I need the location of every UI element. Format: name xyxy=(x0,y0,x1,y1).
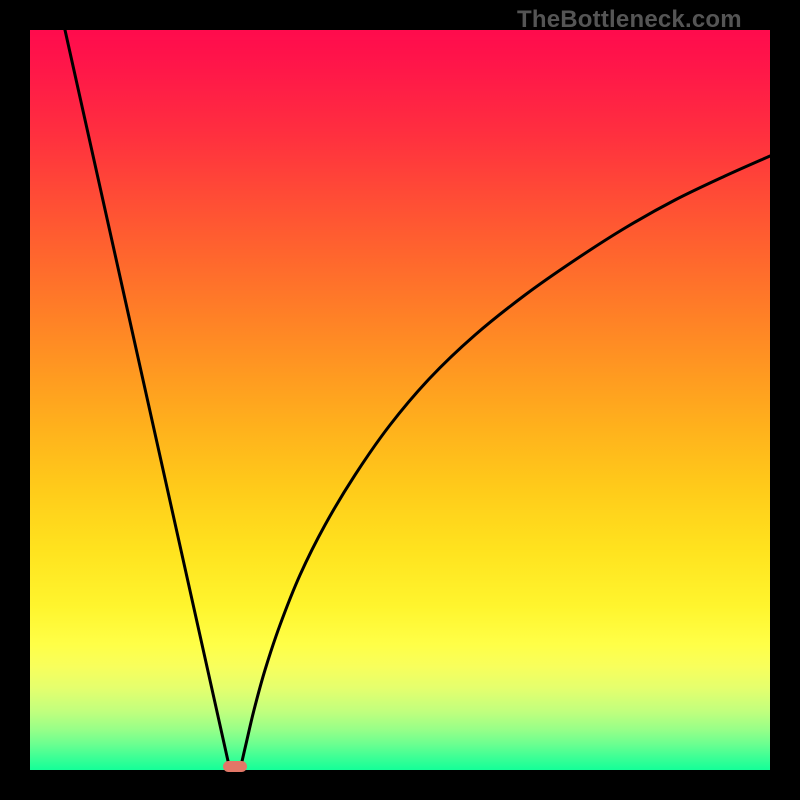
watermark-text: TheBottleneck.com xyxy=(517,6,742,34)
optimal-point-marker xyxy=(223,761,247,772)
bottleneck-curve xyxy=(30,30,770,770)
plot-area xyxy=(30,30,770,770)
chart-root: TheBottleneck.com xyxy=(0,0,800,800)
